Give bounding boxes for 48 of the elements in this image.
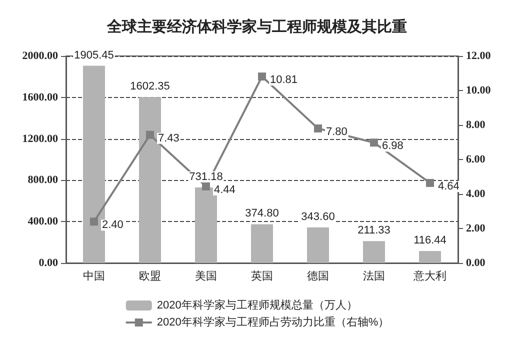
y2-tick-label: 12.00 <box>466 50 492 62</box>
x-tick-label: 德国 <box>307 270 329 282</box>
x-tick-label: 英国 <box>251 270 273 282</box>
y-tick-label: 800.00 <box>28 174 58 186</box>
data-label: 4.64 <box>438 180 460 192</box>
x-tick-label: 法国 <box>363 270 385 282</box>
data-label: 1602.35 <box>130 80 170 93</box>
x-tick-label: 中国 <box>83 270 105 282</box>
data-label: 7.43 <box>158 132 180 144</box>
point <box>314 124 322 132</box>
y2-tick-label: 2.00 <box>466 222 486 234</box>
bar <box>307 227 329 263</box>
y2-tick-label: 6.00 <box>466 154 486 166</box>
data-label: 116.44 <box>414 234 446 246</box>
data-label: 10.81 <box>270 74 298 86</box>
y2-tick-label: 0.00 <box>466 257 486 269</box>
y-tick-label: 1200.00 <box>22 132 58 145</box>
chart-title: 全球主要经济体科学家与工程师规模及其比重 <box>106 18 407 36</box>
bar <box>419 250 441 263</box>
data-label: 211.33 <box>358 224 390 237</box>
point <box>146 130 154 139</box>
data-label: 6.98 <box>382 140 404 152</box>
x-tick-label: 欧盟 <box>139 270 161 282</box>
point <box>370 138 378 147</box>
y2-tick-label: 10.00 <box>466 84 492 96</box>
point <box>258 72 266 81</box>
legend-label: 2020年科学家与工程师占劳动力比重（右轴%） <box>156 316 390 328</box>
y-tick-label: 0.00 <box>38 257 58 269</box>
data-label: 2.40 <box>102 219 124 232</box>
x-tick-label: 意大利 <box>412 270 446 282</box>
y2-tick-label: 4.00 <box>466 188 486 200</box>
legend-label: 2020年科学家与工程师规模总量（万人） <box>156 298 358 312</box>
y2-tick-label: 8.00 <box>466 119 486 131</box>
data-label: 1905.45 <box>74 49 114 62</box>
y-tick-label: 400.00 <box>28 216 58 228</box>
data-label: 374.80 <box>245 208 279 220</box>
point <box>90 218 98 226</box>
y-tick-label: 2000.00 <box>22 50 58 62</box>
bar <box>251 224 273 263</box>
data-label: 4.44 <box>214 184 236 196</box>
x-tick-label: 美国 <box>195 270 217 282</box>
y-tick-label: 1600.00 <box>22 91 58 104</box>
data-label: 343.60 <box>301 210 335 223</box>
point <box>426 178 434 187</box>
data-label: 731.18 <box>189 170 223 183</box>
data-label: 7.80 <box>326 126 348 138</box>
bar <box>363 241 385 263</box>
point <box>202 182 210 190</box>
